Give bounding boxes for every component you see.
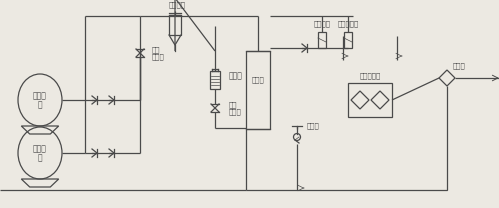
Bar — [344, 32, 352, 48]
Text: 一: 一 — [38, 100, 42, 109]
Text: 压力变换器: 压力变换器 — [337, 21, 359, 27]
Bar — [210, 71, 220, 89]
Bar — [169, 15, 181, 35]
Text: 自动: 自动 — [229, 102, 238, 108]
Text: 空压机: 空压机 — [33, 92, 47, 100]
Text: 排水阀: 排水阀 — [152, 54, 165, 60]
Text: 安全阀: 安全阀 — [307, 123, 320, 129]
Text: 电磁阀: 电磁阀 — [229, 72, 243, 80]
Text: 排水阀: 排水阀 — [229, 109, 242, 115]
Text: 空气干燥器: 空气干燥器 — [359, 73, 381, 79]
Text: 过滤器: 过滤器 — [453, 63, 466, 69]
Text: 贮风缸: 贮风缸 — [251, 77, 264, 83]
Text: 空压机: 空压机 — [33, 145, 47, 154]
Bar — [348, 83, 392, 117]
Text: 二: 二 — [38, 154, 42, 162]
Text: 自动: 自动 — [152, 47, 161, 53]
Bar — [246, 51, 270, 129]
Text: 水分离器: 水分离器 — [169, 2, 186, 8]
Text: 压力开关: 压力开关 — [313, 21, 330, 27]
Bar — [318, 32, 326, 48]
